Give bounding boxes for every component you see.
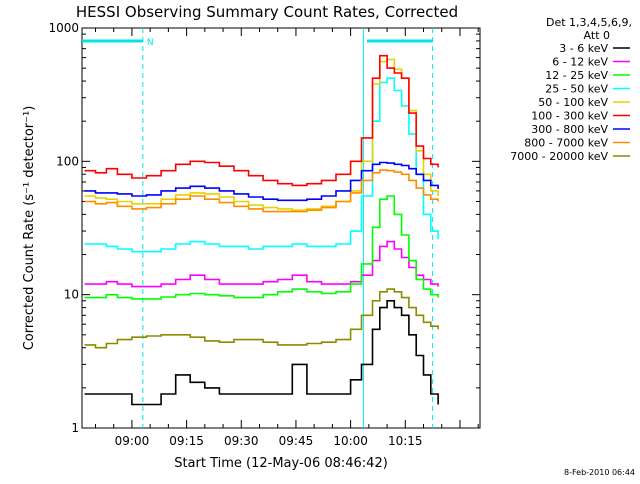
y-axis-label: Corrected Count Rate (s⁻¹ detector⁻¹): [22, 106, 37, 351]
x-axis-label: Start Time (12-May-06 08:46:42): [174, 456, 388, 471]
series-line-3: [84, 77, 439, 253]
y-tick-label: 1000: [48, 21, 79, 35]
legend-label: 7000 - 20000 keV: [510, 150, 608, 163]
series-line-5: [84, 54, 439, 187]
plot-frame: [81, 27, 481, 429]
series-line-2: [84, 195, 439, 300]
series-line-6: [84, 161, 439, 202]
legend-label: 25 - 50 keV: [545, 83, 608, 96]
y-tick-label: 1: [71, 421, 79, 435]
x-tick-label: 09:45: [279, 434, 314, 448]
x-tick-label: 09:00: [115, 434, 150, 448]
legend-header-line-1: Det 1,3,4,5,6,9,: [546, 16, 632, 29]
series-line-0: [84, 300, 439, 406]
legend-label: 12 - 25 keV: [545, 69, 608, 82]
x-tick-label: 10:00: [333, 434, 368, 448]
legend-label: 100 - 300 keV: [531, 110, 608, 123]
x-tick-label: 09:30: [224, 434, 259, 448]
y-tick-label: 100: [56, 154, 79, 168]
y-tick-label: 10: [64, 288, 79, 302]
legend-label: 50 - 100 keV: [538, 96, 608, 109]
legend-label: 6 - 12 keV: [552, 56, 608, 69]
chart-title: HESSI Observing Summary Count Rates, Cor…: [76, 3, 458, 21]
series-line-7: [84, 169, 439, 213]
series-line-8: [84, 288, 439, 349]
legend-label: 800 - 7000 keV: [524, 137, 608, 150]
plot-area: 1 10 100 1000 09:00 09:15 09:30 09:45 10:00 10:1…: [48, 21, 481, 448]
attenuator-label: N: [147, 38, 154, 48]
x-tick-label: 10:15: [388, 434, 423, 448]
legend-label: 300 - 800 keV: [531, 123, 608, 136]
x-tick-label: 09:15: [169, 434, 204, 448]
footer-stamp: 8-Feb-2010 06:44: [564, 468, 635, 477]
legend-label: 3 - 6 keV: [559, 42, 608, 55]
series-line-1: [84, 240, 439, 288]
legend-header-line-2: Att 0: [584, 29, 610, 42]
